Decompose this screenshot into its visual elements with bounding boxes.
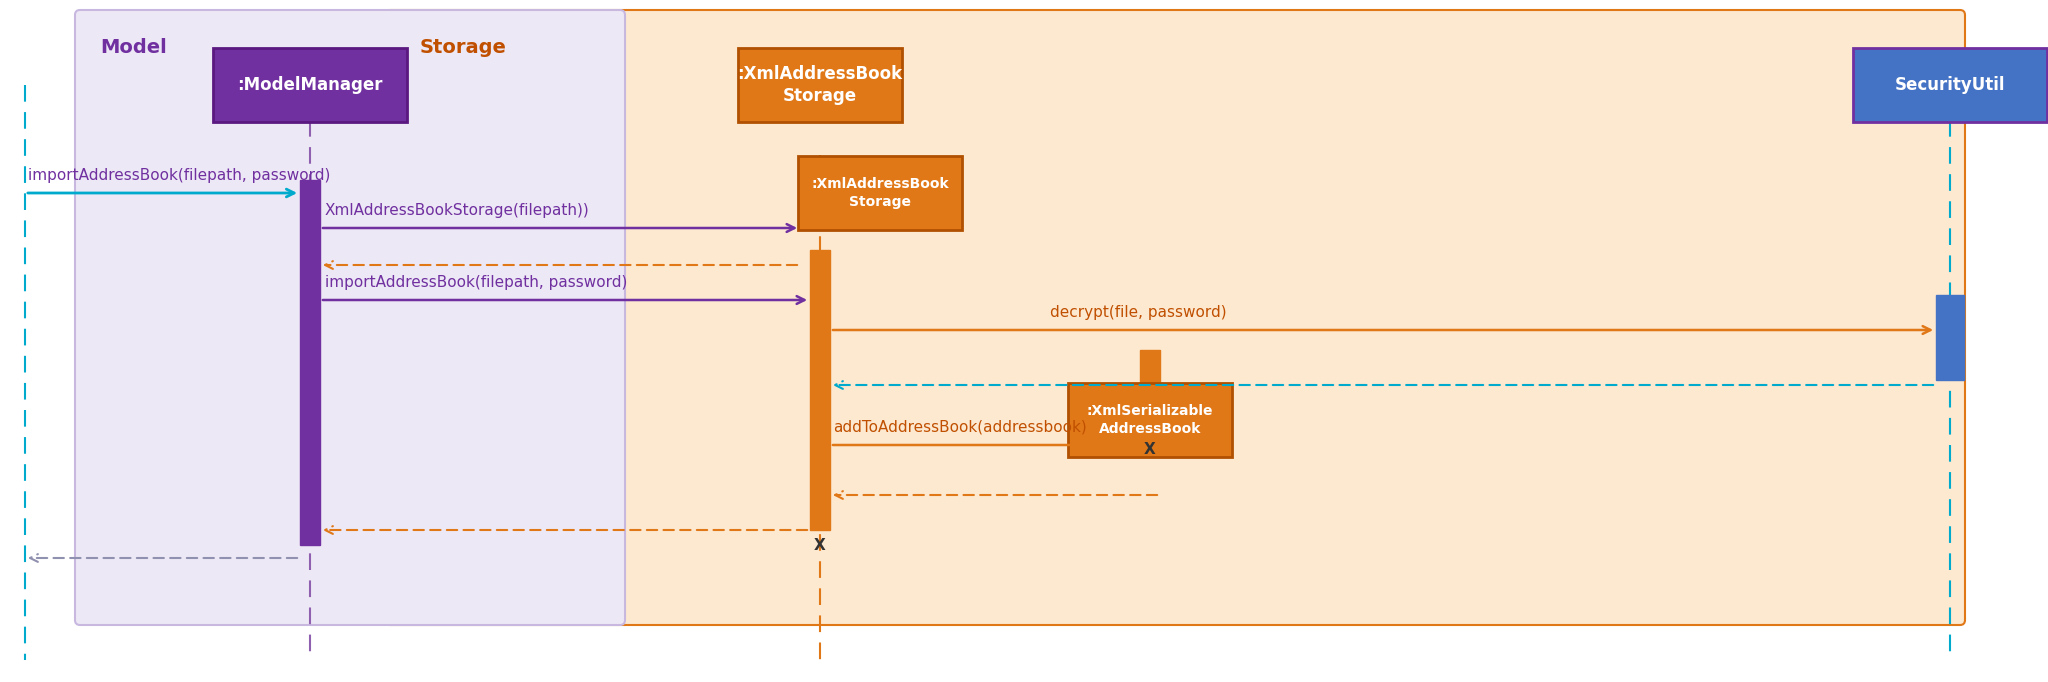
FancyBboxPatch shape — [1853, 48, 2048, 122]
FancyBboxPatch shape — [737, 48, 901, 122]
Text: X: X — [1145, 443, 1155, 458]
FancyBboxPatch shape — [385, 10, 1964, 625]
Text: XmlAddressBookStorage(filepath)): XmlAddressBookStorage(filepath)) — [326, 203, 590, 218]
Bar — [299, 180, 319, 545]
Text: importAddressBook(filepath, password): importAddressBook(filepath, password) — [29, 168, 330, 183]
Text: :XmlAddressBook
Storage: :XmlAddressBook Storage — [811, 177, 948, 209]
Text: :XmlSerializable
AddressBook: :XmlSerializable AddressBook — [1087, 404, 1212, 436]
Text: X: X — [815, 537, 825, 552]
Bar — [811, 250, 829, 530]
Text: :XmlAddressBook
Storage: :XmlAddressBook Storage — [737, 65, 903, 105]
Bar — [1935, 295, 1964, 380]
FancyBboxPatch shape — [76, 10, 625, 625]
Text: addToAddressBook(addressbook): addToAddressBook(addressbook) — [834, 420, 1087, 435]
FancyBboxPatch shape — [213, 48, 408, 122]
Text: :ModelManager: :ModelManager — [238, 76, 383, 94]
Text: decrypt(file, password): decrypt(file, password) — [1051, 305, 1227, 320]
Text: Storage: Storage — [420, 38, 506, 57]
FancyBboxPatch shape — [799, 156, 963, 230]
Text: importAddressBook(filepath, password): importAddressBook(filepath, password) — [326, 275, 627, 290]
Bar — [1141, 350, 1159, 445]
Text: SecurityUtil: SecurityUtil — [1894, 76, 2005, 94]
FancyBboxPatch shape — [1067, 383, 1233, 457]
Text: Model: Model — [100, 38, 166, 57]
